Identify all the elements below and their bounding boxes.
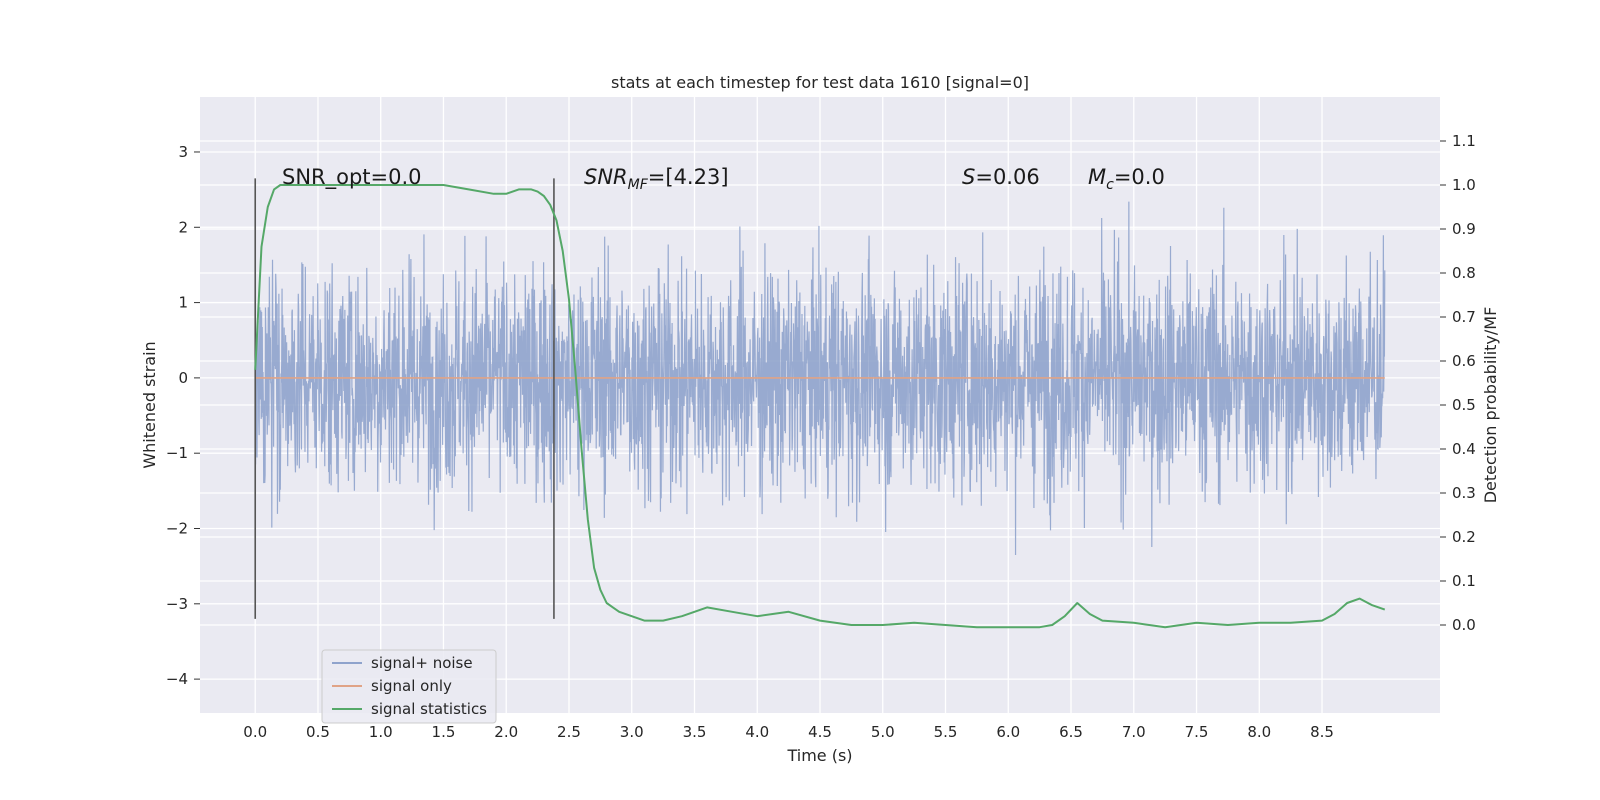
annotation-mc-sub: c xyxy=(1106,177,1114,193)
legend-label-signal-statistics: signal statistics xyxy=(371,700,487,718)
x-tick-label: 0.5 xyxy=(306,723,330,741)
legend-box xyxy=(321,649,497,724)
x-tick-label: 8.0 xyxy=(1247,723,1271,741)
y-tick-label-right: 1.1 xyxy=(1452,132,1476,150)
y-axis-label-right: Detection probability/MF xyxy=(1481,307,1500,504)
y-tick-label-left: −1 xyxy=(166,444,188,462)
legend-label-signal-only: signal only xyxy=(371,677,452,695)
y-tick-label-right: 0.6 xyxy=(1452,352,1476,370)
y-axis-label-left: Whitened strain xyxy=(140,341,159,468)
y-tick-label-left: 2 xyxy=(178,218,188,236)
x-tick-label: 4.5 xyxy=(808,723,832,741)
annotation-snr-mf-base: SNR xyxy=(584,165,628,189)
x-tick-label: 8.5 xyxy=(1310,723,1334,741)
y-tick-label-left: −2 xyxy=(166,520,188,538)
x-tick-label: 6.5 xyxy=(1059,723,1083,741)
y-tick-label-left: −4 xyxy=(166,670,188,688)
legend: signal+ noise signal only signal statist… xyxy=(321,649,497,724)
y-tick-label-right: 0.8 xyxy=(1452,264,1476,282)
x-tick-label: 5.0 xyxy=(871,723,895,741)
annotation-snr-opt: SNR_opt=0.0 xyxy=(282,165,422,190)
annotation-mc: Mc=0.0 xyxy=(1088,165,1165,193)
x-tick-label: 3.0 xyxy=(620,723,644,741)
y-tick-label-right: 0.9 xyxy=(1452,220,1476,238)
marker-lines xyxy=(254,178,555,619)
x-tick-label: 1.0 xyxy=(369,723,393,741)
annotation-s: S=0.06 xyxy=(962,165,1040,189)
y-tick-label-left: 1 xyxy=(178,294,188,312)
y-tick-label-right: 0.2 xyxy=(1452,528,1476,546)
annotation-snr-mf-value: =[4.23] xyxy=(648,165,729,189)
y-tick-label-right: 0.1 xyxy=(1452,572,1476,590)
signal-statistics-line xyxy=(254,184,1386,629)
x-axis-label: Time (s) xyxy=(786,746,852,765)
y-tick-label-right: 0.4 xyxy=(1452,440,1476,458)
x-tick-label: 7.0 xyxy=(1122,723,1146,741)
y-tick-label-left: −3 xyxy=(166,595,188,613)
y-tick-label-right: 1.0 xyxy=(1452,176,1476,194)
chart-title: stats at each timestep for test data 161… xyxy=(611,73,1029,92)
annotation-snr-mf: SNRMF=[4.23] xyxy=(584,165,729,193)
annotation-snr-mf-sub: MF xyxy=(628,177,649,193)
x-tick-label: 7.5 xyxy=(1185,723,1209,741)
y-tick-label-right: 0.0 xyxy=(1452,616,1476,634)
signal-noise-series xyxy=(254,201,1386,556)
x-tick-label: 2.5 xyxy=(557,723,581,741)
y-tick-label-left: 0 xyxy=(178,369,188,387)
x-tick-label: 3.5 xyxy=(683,723,707,741)
annotations: SNR_opt=0.0 SNRMF=[4.23] S=0.06 Mc=0.0 xyxy=(282,165,1165,193)
signal-noise-line xyxy=(254,201,1386,556)
x-tick-label: 0.0 xyxy=(243,723,267,741)
legend-label-signal-noise: signal+ noise xyxy=(371,654,473,672)
tick-labels: 0.0 0.5 1.0 1.5 2.0 2.5 3.0 3.5 4.0 4.5 5.0 5.5 6.0 6… xyxy=(166,132,1476,741)
signal-statistics-series xyxy=(254,184,1386,629)
y-tick-label-right: 0.5 xyxy=(1452,396,1476,414)
x-tick-label: 1.5 xyxy=(432,723,456,741)
y-tick-label-right: 0.7 xyxy=(1452,308,1476,326)
annotation-s-var: S xyxy=(962,165,975,189)
x-tick-label: 4.0 xyxy=(745,723,769,741)
y-tick-label-right: 0.3 xyxy=(1452,484,1476,502)
annotation-mc-value: =0.0 xyxy=(1114,165,1165,189)
y-tick-label-left: 3 xyxy=(178,143,188,161)
x-tick-label: 6.0 xyxy=(996,723,1020,741)
annotation-mc-var: M xyxy=(1088,165,1106,189)
x-tick-label: 2.0 xyxy=(494,723,518,741)
annotation-s-value: =0.06 xyxy=(975,165,1039,189)
x-tick-label: 5.5 xyxy=(934,723,958,741)
